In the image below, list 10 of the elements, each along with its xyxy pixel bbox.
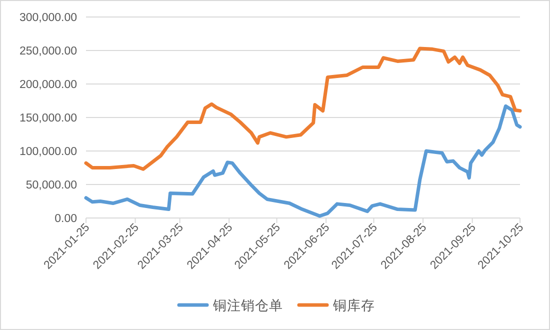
y-tick-label: 150,000.00 (19, 112, 77, 124)
y-tick-label: 0.00 (54, 213, 77, 225)
y-tick-label: 250,000.00 (19, 46, 77, 58)
y-tick-label: 50,000.00 (26, 180, 77, 192)
y-tick-label: 300,000.00 (19, 12, 77, 24)
line-series (84, 46, 522, 171)
y-tick-label: 100,000.00 (19, 146, 77, 158)
legend-label: 铜库存 (332, 298, 375, 313)
legend-label: 铜注销仓单 (212, 298, 283, 313)
y-tick-label: 200,000.00 (19, 79, 77, 91)
